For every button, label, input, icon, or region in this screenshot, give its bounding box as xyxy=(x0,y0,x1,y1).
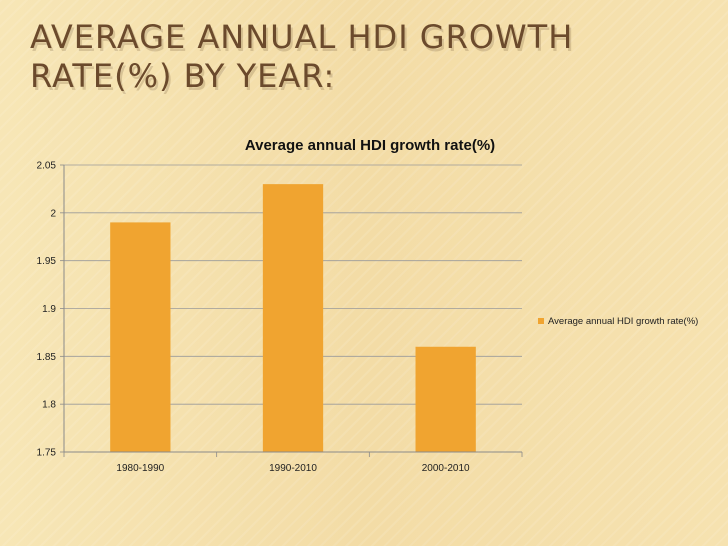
y-tick-label: 2 xyxy=(50,208,56,219)
y-tick-label: 1.85 xyxy=(37,352,57,363)
y-tick-label: 1.9 xyxy=(42,304,56,315)
slide-title: Average annual HDI growth rate(%) by yea… xyxy=(30,18,574,95)
x-tick-label: 2000-2010 xyxy=(422,463,470,474)
x-axis-tick-labels: 1980-1990 1990-2010 2000-2010 xyxy=(116,463,470,474)
bar-1980-1990 xyxy=(110,222,171,452)
axes xyxy=(60,164,523,457)
y-axis-tick-labels: 1.75 1.8 1.85 1.9 1.95 2 2.05 xyxy=(37,161,57,459)
y-tick-label: 2.05 xyxy=(37,161,57,172)
legend-label: Average annual HDI growth rate(%) xyxy=(548,316,698,327)
legend: Average annual HDI growth rate(%) xyxy=(538,316,698,327)
y-tick-label: 1.95 xyxy=(37,256,57,267)
x-tick-label: 1980-1990 xyxy=(116,463,164,474)
bar-1990-2010 xyxy=(262,184,324,452)
slide-title-shadow: Average annual HDI growth rate(%) by yea… xyxy=(32,21,576,98)
chart-title: Average annual HDI growth rate(%) xyxy=(245,137,495,154)
x-tick-label: 1990-2010 xyxy=(269,463,317,474)
y-tick-label: 1.75 xyxy=(37,448,57,459)
legend-swatch xyxy=(538,318,544,324)
bars xyxy=(110,184,476,452)
y-tick-label: 1.8 xyxy=(42,400,56,411)
bar-2000-2010 xyxy=(415,346,476,452)
